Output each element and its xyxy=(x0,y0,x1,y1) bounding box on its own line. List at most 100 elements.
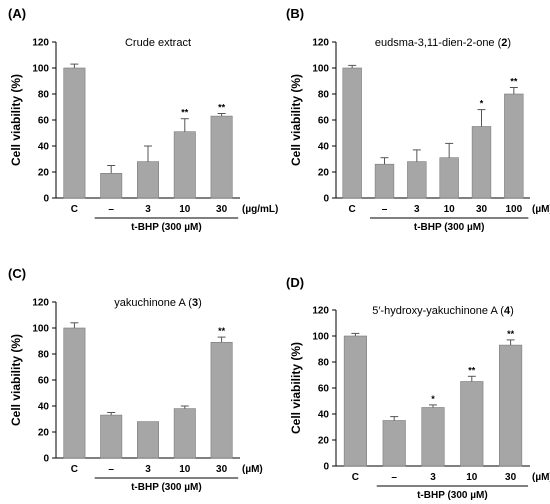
y-tick-label: 100 xyxy=(32,324,49,335)
bar xyxy=(439,157,459,199)
significance-marker: * xyxy=(480,99,484,109)
y-tick-label: 40 xyxy=(318,142,330,153)
chart-panel-c: (C) Cell viability (%) 0 20 40 60 80 100 120 yaku… xyxy=(8,266,263,493)
bar xyxy=(342,67,362,199)
title-text: eudsma-3,11-dien-2-one ( xyxy=(375,37,502,49)
chart-title: yakuchinone A (3) xyxy=(114,297,201,309)
bar xyxy=(137,421,159,459)
bar xyxy=(173,131,196,199)
chart-title: Crude extract xyxy=(125,37,191,49)
bar xyxy=(382,420,406,467)
x-unit-label: (µM) xyxy=(532,472,550,483)
title-suffix: ) xyxy=(510,305,514,317)
title-text: 5′-hydroxy-yakuchinone A ( xyxy=(372,305,504,317)
bar xyxy=(374,163,395,199)
significance-marker: ** xyxy=(218,326,226,336)
significance-marker: ** xyxy=(510,77,518,87)
y-tick-label: 100 xyxy=(32,64,49,75)
bar xyxy=(504,93,524,199)
bar xyxy=(137,161,159,199)
treatment-label: t-BHP (300 µM) xyxy=(417,490,488,501)
y-tick-label: 40 xyxy=(38,402,50,413)
bar xyxy=(100,414,123,459)
significance-marker: ** xyxy=(468,365,476,375)
treatment-label: t-BHP (300 µM) xyxy=(131,222,202,233)
y-tick-label: 20 xyxy=(318,436,330,447)
x-tick-label: C xyxy=(71,464,78,475)
y-tick-label: 80 xyxy=(318,90,330,101)
chart-panel-a: (A) Cell viability (%) 0 20 40 60 80 100 120 Crud… xyxy=(8,6,278,233)
bar xyxy=(210,115,233,199)
x-tick-label: – xyxy=(108,204,114,215)
y-tick-label: 120 xyxy=(32,298,49,309)
y-tick-label: 80 xyxy=(38,350,50,361)
bar xyxy=(471,126,492,199)
x-tick-label: 3 xyxy=(430,472,436,483)
y-tick-label: 120 xyxy=(32,38,49,49)
x-tick-label: 10 xyxy=(179,464,191,475)
x-unit-label: (µM) xyxy=(532,204,550,215)
significance-marker: ** xyxy=(507,329,515,339)
y-tick-label: 40 xyxy=(318,410,330,421)
x-tick-label: 30 xyxy=(216,204,228,215)
y-tick-label: 60 xyxy=(318,116,330,127)
y-axis-title: Cell viability (%) xyxy=(9,334,23,426)
bar xyxy=(343,335,367,467)
x-tick-label: 30 xyxy=(216,464,228,475)
x-tick-label: – xyxy=(108,464,114,475)
title-compound-number: 4 xyxy=(504,305,511,317)
y-tick-label: 100 xyxy=(312,332,329,343)
x-tick-label: 10 xyxy=(179,204,191,215)
title-suffix: ) xyxy=(198,297,202,309)
x-tick-label: 100 xyxy=(505,204,522,215)
chart-title: 5′-hydroxy-yakuchinone A (4) xyxy=(372,305,514,317)
treatment-label: t-BHP (300 µM) xyxy=(414,222,485,233)
x-unit-label: (µM) xyxy=(242,464,263,475)
panel-label: (A) xyxy=(8,6,26,21)
x-tick-label: 10 xyxy=(444,204,456,215)
x-unit-label: (µg/mL) xyxy=(242,204,278,215)
y-axis-title: Cell viability (%) xyxy=(9,74,23,166)
x-tick-label: – xyxy=(382,204,388,215)
x-tick-label: C xyxy=(349,204,356,215)
bar xyxy=(173,408,196,459)
y-tick-label: 20 xyxy=(318,168,330,179)
x-tick-label: 3 xyxy=(414,204,420,215)
x-tick-label: 10 xyxy=(466,472,478,483)
bar xyxy=(460,381,484,467)
y-tick-label: 100 xyxy=(312,64,329,75)
title-text: yakuchinone A ( xyxy=(114,297,192,309)
panel-label: (D) xyxy=(286,275,304,290)
y-axis-title: Cell viability (%) xyxy=(289,342,303,434)
title-suffix: ) xyxy=(507,37,511,49)
title-compound-number: 3 xyxy=(192,297,198,309)
bar xyxy=(407,161,427,199)
x-tick-label: – xyxy=(391,472,397,483)
bar xyxy=(63,327,86,459)
panel-label: (B) xyxy=(286,6,304,21)
y-tick-label: 120 xyxy=(312,306,329,317)
chart-title: eudsma-3,11-dien-2-one (2) xyxy=(375,37,511,49)
y-tick-label: 0 xyxy=(323,194,329,205)
bar xyxy=(63,67,86,199)
bar xyxy=(499,344,523,467)
significance-marker: ** xyxy=(218,103,226,113)
x-tick-label: C xyxy=(352,472,359,483)
y-axis-title: Cell viability (%) xyxy=(289,74,303,166)
y-tick-label: 0 xyxy=(323,462,329,473)
title-text: Crude extract xyxy=(125,37,191,49)
x-tick-label: 3 xyxy=(145,204,151,215)
x-tick-label: 3 xyxy=(145,464,151,475)
treatment-label: t-BHP (300 µM) xyxy=(131,482,202,493)
x-tick-label: C xyxy=(71,204,78,215)
y-tick-label: 60 xyxy=(38,376,50,387)
y-tick-label: 60 xyxy=(38,116,50,127)
x-tick-label: 30 xyxy=(476,204,488,215)
significance-marker: ** xyxy=(181,108,189,118)
bar xyxy=(210,341,233,459)
y-tick-label: 0 xyxy=(43,194,49,205)
chart-panel-d: (D) Cell viability (%) 0 20 40 60 80 100 120 5′-h… xyxy=(286,275,550,501)
y-tick-label: 0 xyxy=(43,454,49,465)
y-tick-label: 20 xyxy=(38,428,50,439)
y-tick-label: 120 xyxy=(312,38,329,49)
